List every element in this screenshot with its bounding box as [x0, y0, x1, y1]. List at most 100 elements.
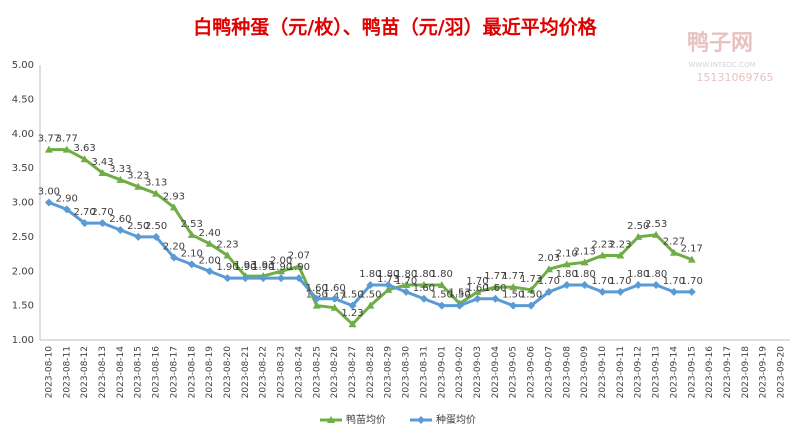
y-tick-label: 4.50 — [12, 94, 34, 105]
point — [402, 281, 411, 288]
data-label: 1.80 — [627, 269, 649, 280]
point — [312, 301, 321, 309]
data-label: 1.77 — [502, 271, 524, 282]
y-tick-label: 2.50 — [12, 232, 34, 243]
data-label: 1.90 — [216, 262, 238, 273]
point — [652, 230, 661, 238]
point — [652, 281, 661, 289]
point — [98, 219, 107, 228]
y-tick-label: 2.00 — [12, 266, 34, 277]
data-label: 1.80 — [377, 269, 399, 280]
x-tick-label: 2023-08-12 — [80, 346, 90, 398]
point — [80, 219, 89, 228]
point — [402, 287, 411, 296]
watermark: 鸭子网 WWW.INTEDC.COM 15131069765 — [687, 30, 774, 84]
point — [509, 301, 518, 310]
x-tick-label: 2023-08-30 — [402, 346, 412, 399]
data-label: 1.70 — [681, 276, 703, 287]
x-tick-label: 2023-08-27 — [348, 346, 358, 398]
point — [687, 287, 696, 296]
point — [580, 258, 589, 266]
point — [544, 265, 553, 273]
y-tick-label: 5.00 — [12, 60, 34, 71]
x-tick-label: 2023-08-18 — [187, 346, 197, 399]
point — [455, 301, 464, 310]
point — [187, 230, 196, 238]
data-label: 1.80 — [431, 269, 453, 280]
point — [169, 253, 178, 262]
point — [62, 145, 71, 153]
y-tick-label: 1.00 — [12, 335, 34, 346]
data-label: 1.73 — [520, 274, 542, 285]
x-tick-label: 2023-08-26 — [330, 346, 340, 399]
point — [327, 416, 335, 423]
data-label: 1.93 — [252, 260, 274, 271]
y-tick-label: 3.50 — [12, 163, 34, 174]
data-label: 1.70 — [395, 276, 417, 287]
x-tick-label: 2023-09-16 — [705, 346, 715, 399]
point — [687, 255, 696, 263]
data-label: 2.10 — [556, 248, 578, 259]
x-tick-label: 2023-08-24 — [294, 346, 304, 399]
x-tick-label: 2023-08-21 — [241, 346, 251, 398]
point — [294, 274, 303, 283]
data-label: 1.60 — [306, 283, 328, 294]
data-label: 1.73 — [377, 274, 399, 285]
x-tick-label: 2023-08-19 — [205, 346, 215, 399]
x-tick-label: 2023-09-10 — [598, 346, 608, 399]
point — [473, 287, 482, 295]
legend-label: 种蛋均价 — [436, 413, 476, 426]
point — [419, 281, 428, 288]
data-label: 1.70 — [538, 276, 560, 287]
chart-title: 白鸭种蛋（元/枚）、鸭苗（元/羽）最近平均价格 — [193, 16, 597, 39]
point — [527, 301, 536, 310]
data-label: 3.33 — [109, 164, 131, 175]
point — [152, 232, 161, 241]
point — [437, 301, 446, 310]
data-label: 1.70 — [591, 276, 613, 287]
point — [205, 239, 214, 247]
data-label: 3.43 — [91, 157, 113, 168]
data-label: 1.80 — [359, 269, 381, 280]
x-tick-label: 2023-09-04 — [491, 346, 501, 399]
data-label: 2.03 — [538, 253, 560, 264]
point — [152, 189, 161, 197]
x-tick-label: 2023-08-25 — [312, 346, 322, 398]
point — [330, 294, 339, 303]
point — [634, 232, 643, 240]
point — [116, 226, 125, 234]
point — [491, 283, 500, 291]
data-label: 2.40 — [199, 228, 221, 239]
data-label: 1.70 — [663, 276, 685, 287]
x-tick-label: 2023-08-29 — [384, 346, 394, 399]
point — [348, 320, 357, 328]
x-tick-label: 2023-08-31 — [419, 346, 429, 398]
data-label: 1.50 — [520, 290, 542, 301]
x-tick-label: 2023-09-12 — [634, 346, 644, 398]
data-label: 1.77 — [484, 271, 506, 282]
point — [348, 301, 357, 310]
x-tick-label: 2023-09-07 — [544, 346, 554, 398]
point — [134, 232, 143, 241]
point — [294, 262, 303, 270]
data-label: 3.77 — [56, 134, 78, 145]
data-label: 3.63 — [74, 143, 96, 154]
data-label: 2.00 — [270, 255, 292, 266]
point — [187, 260, 196, 269]
point — [562, 260, 571, 268]
data-label: 2.90 — [56, 193, 78, 204]
data-label: 1.80 — [556, 269, 578, 280]
data-label: 1.70 — [466, 276, 488, 287]
x-tick-label: 2023-09-13 — [652, 346, 662, 398]
point — [580, 281, 589, 289]
point — [509, 283, 518, 291]
x-tick-label: 2023-09-09 — [580, 346, 590, 399]
y-tick-label: 3.00 — [12, 198, 34, 209]
x-tick-label: 2023-09-18 — [741, 346, 751, 399]
data-label: 1.70 — [609, 276, 631, 287]
data-label: 2.23 — [216, 239, 238, 250]
point — [527, 285, 536, 293]
x-tick-label: 2023-09-05 — [509, 346, 519, 398]
